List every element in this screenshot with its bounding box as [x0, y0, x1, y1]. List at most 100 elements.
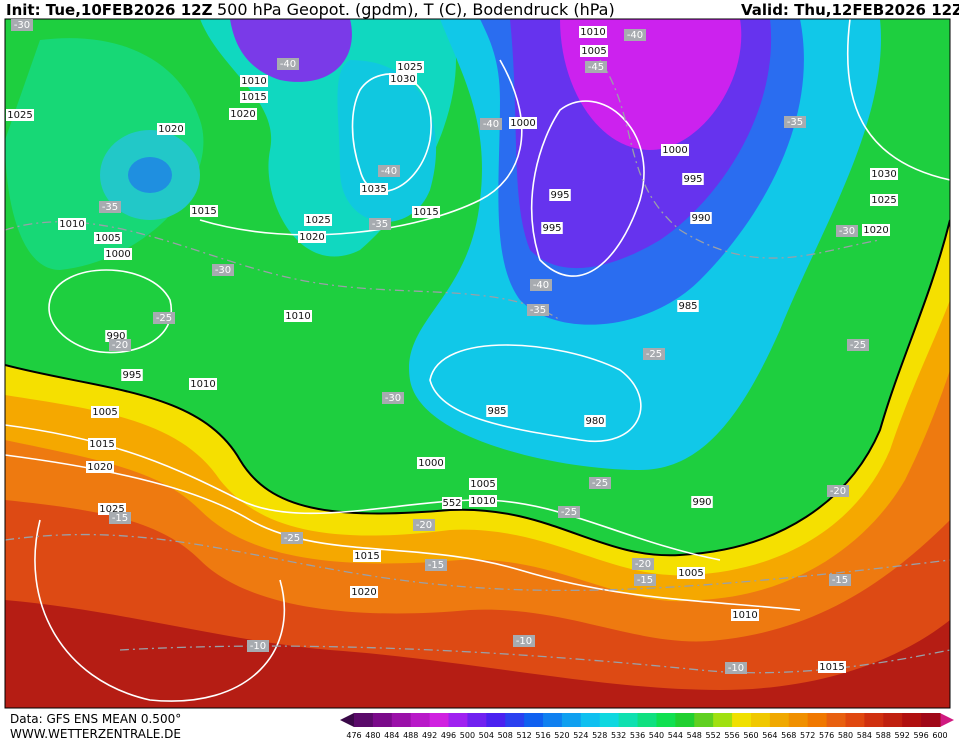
isotherm: [599, 59, 881, 259]
map-title: 500 hPa Geopot. (gpdm), T (C), Bodendruc…: [217, 0, 615, 19]
colorbar: 476 480 484 488 492 496 500 504 508 512 516 520 524 5…: [340, 713, 954, 740]
colorbar-label: 588: [876, 731, 891, 740]
pressure-label: 1005: [92, 407, 117, 418]
pressure-label-box: [91, 406, 119, 418]
colorbar-swatch: [599, 713, 620, 727]
geopotential-label: 552: [442, 498, 461, 509]
colorbar-swatch: [845, 713, 865, 727]
website: WWW.WETTERZENTRALE.DE: [10, 727, 181, 741]
colorbar-swatch: [561, 713, 582, 727]
pressure-label-box: [417, 457, 445, 469]
colorbar-label: 504: [479, 731, 494, 740]
temperature-label: -20: [830, 486, 846, 497]
field-blue: [128, 157, 172, 193]
pressure-label-box: [677, 300, 699, 312]
pressure-label-box: [396, 61, 424, 73]
pressure-label: 1010: [580, 27, 605, 38]
colorbar-label: 584: [857, 731, 872, 740]
colorbar-arrow-left: [340, 713, 354, 727]
temperature-label-box: [513, 635, 535, 647]
pressure-label: 1025: [7, 110, 32, 121]
temperature-label-box: [99, 201, 121, 213]
pressure-label-box: [682, 173, 704, 185]
pressure-label-box: [6, 109, 34, 121]
pressure-label: 1020: [863, 225, 888, 236]
pressure-label-box: [541, 222, 563, 234]
colorbar-label: 552: [706, 731, 721, 740]
temperature-label-box: [585, 61, 607, 73]
pressure-label-box: [549, 189, 571, 201]
pressure-label: 990: [691, 213, 710, 224]
pressure-label: 1000: [105, 249, 130, 260]
colorbar-swatch: [732, 713, 752, 727]
pressure-label-box: [389, 73, 417, 85]
colorbar-label: 528: [592, 731, 607, 740]
pressure-label: 1025: [305, 215, 330, 226]
isotherm: [119, 645, 950, 674]
isotherm: [5, 221, 561, 321]
map-labels: 1010100510251030101010151020102510201000…: [6, 19, 898, 674]
temperature-label-box: [725, 662, 747, 674]
temperature-label-box: [829, 574, 851, 586]
colorbar-label: 568: [781, 731, 796, 740]
temperature-label-box: [247, 640, 269, 652]
temperature-label: -35: [102, 202, 118, 213]
pressure-label-box: [818, 661, 846, 673]
field-darkred: [5, 600, 950, 708]
colorbar-swatch: [372, 713, 393, 727]
pressure-label-box: [412, 206, 440, 218]
colorbar-label: 484: [384, 731, 399, 740]
colorbar-swatch: [410, 713, 431, 727]
pressure-label: 995: [542, 223, 561, 234]
colorbar-label: 536: [630, 731, 645, 740]
colorbar-swatch: [656, 713, 676, 727]
temperature-label-box: [382, 392, 404, 404]
colorbar-swatch: [713, 713, 733, 727]
colorbar-label: 512: [516, 731, 531, 740]
colorbar-swatch: [505, 713, 525, 727]
temperature-label-box: [212, 264, 234, 276]
pressure-label: 1030: [390, 74, 415, 85]
colorbar-swatch: [467, 713, 487, 727]
temperature-label-box: [643, 348, 665, 360]
pressure-label: 1025: [99, 504, 124, 515]
pressure-label-box: [486, 405, 508, 417]
temperature-label: -35: [530, 305, 546, 316]
colorbar-label: 596: [913, 731, 928, 740]
colorbar-label: 508: [498, 731, 513, 740]
map-field: [5, 19, 950, 708]
temperature-label: -35: [787, 117, 803, 128]
temperature-label-box: [836, 225, 858, 237]
temperature-label-box: [624, 29, 646, 41]
temperature-label: -35: [372, 219, 388, 230]
pressure-label: 1000: [662, 145, 687, 156]
colorbar-swatch: [769, 713, 790, 727]
pressure-label-box: [661, 144, 689, 156]
pressure-label: 985: [487, 406, 506, 417]
colorbar-label: 592: [895, 731, 910, 740]
pressure-label-box: [86, 461, 114, 473]
pressure-label: 990: [692, 497, 711, 508]
pressure-label-box: [304, 214, 332, 226]
colorbar-label: 560: [743, 731, 758, 740]
pressure-label-box: [240, 75, 268, 87]
pressure-label-box: [469, 478, 497, 490]
pressure-label-box: [690, 212, 712, 224]
isobar: [48, 269, 173, 354]
pressure-label: 1020: [299, 232, 324, 243]
pressure-label: 995: [550, 190, 569, 201]
pressure-label-box: [469, 495, 497, 507]
pressure-label-box: [104, 248, 132, 260]
pressure-label: 1005: [470, 479, 495, 490]
colorbar-swatch: [883, 713, 903, 727]
pressure-label-box: [360, 183, 388, 195]
temperature-label-box: [827, 485, 849, 497]
colorbar-label: 480: [365, 731, 380, 740]
temperature-label-box: [425, 559, 447, 571]
pressure-label-box: [157, 123, 185, 135]
temperature-label-box: [109, 339, 131, 351]
temperature-label: -30: [14, 20, 30, 31]
field-purple: [230, 19, 352, 82]
temperature-label-box: [153, 312, 175, 324]
map-frame: [4, 18, 951, 709]
